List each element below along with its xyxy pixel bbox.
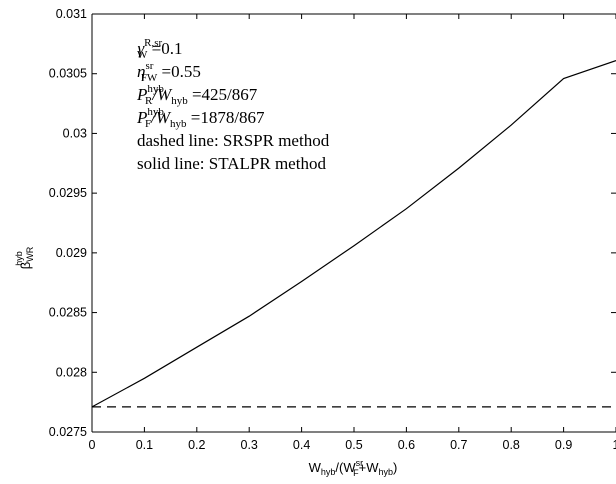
x-tick-label: 0.1 (136, 438, 153, 452)
y-tick-label: 0.03 (63, 126, 87, 140)
y-axis-label-sub: WR (25, 246, 35, 261)
y-tick-label: 0.029 (56, 246, 87, 260)
annotation-line: ηsr FW =0.55 (137, 60, 201, 84)
x-axis-label-main: W (309, 460, 322, 475)
x-tick-label: 0.8 (503, 438, 520, 452)
y-tick-label: 0.031 (56, 7, 87, 21)
y-axis-label-sup: hyb (14, 251, 24, 266)
x-tick-label: 0.3 (241, 438, 258, 452)
annotation-line: Phyb F/Whyb =1878/867 (136, 106, 265, 130)
x-axis-label-plus-sub: hyb (379, 467, 394, 477)
annotation-line: Phyb R/Whyb =425/867 (136, 83, 258, 107)
x-axis-label-f-sub: F (353, 468, 359, 478)
x-tick-label: 0.2 (188, 438, 205, 452)
annotation-line: solid line: STALPR method (137, 154, 326, 173)
x-tick-label: 0.6 (398, 438, 415, 452)
axis-ticks: 0 0.1 0.2 0.3 0.4 0.5 0.6 0.7 0.8 0.9 1 0.0275 0.028… (49, 7, 616, 452)
x-axis-label-f-sup: sr (356, 458, 364, 468)
x-tick-label: 1 (613, 438, 616, 452)
annotation-line: γR,sr W =0.1 (137, 37, 182, 61)
x-tick-label: 0.4 (293, 438, 310, 452)
y-tick-label: 0.0275 (49, 425, 87, 439)
y-axis-label-main: β (18, 262, 33, 269)
y-axis-label: βWRhyb (14, 246, 35, 269)
x-tick-label: 0 (89, 438, 96, 452)
x-axis-label-end: ) (393, 460, 397, 475)
x-axis-label-plus: +W (359, 460, 380, 475)
series-group (91, 60, 616, 408)
annotation-line: dashed line: SRSPR method (137, 131, 330, 150)
x-axis-label-main-sub: hyb (321, 467, 336, 477)
x-axis-label: Whyb/(Wsr F+Whyb) (309, 458, 398, 478)
y-tick-label: 0.028 (56, 365, 87, 379)
x-tick-label: 0.5 (345, 438, 362, 452)
y-tick-label: 0.0305 (49, 67, 87, 81)
y-tick-label: 0.0285 (49, 306, 87, 320)
x-tick-label: 0.7 (450, 438, 467, 452)
y-tick-label: 0.0295 (49, 186, 87, 200)
x-tick-label: 0.9 (555, 438, 572, 452)
x-axis-label-mid: /(W (335, 460, 356, 475)
series-line-solid (91, 60, 616, 408)
